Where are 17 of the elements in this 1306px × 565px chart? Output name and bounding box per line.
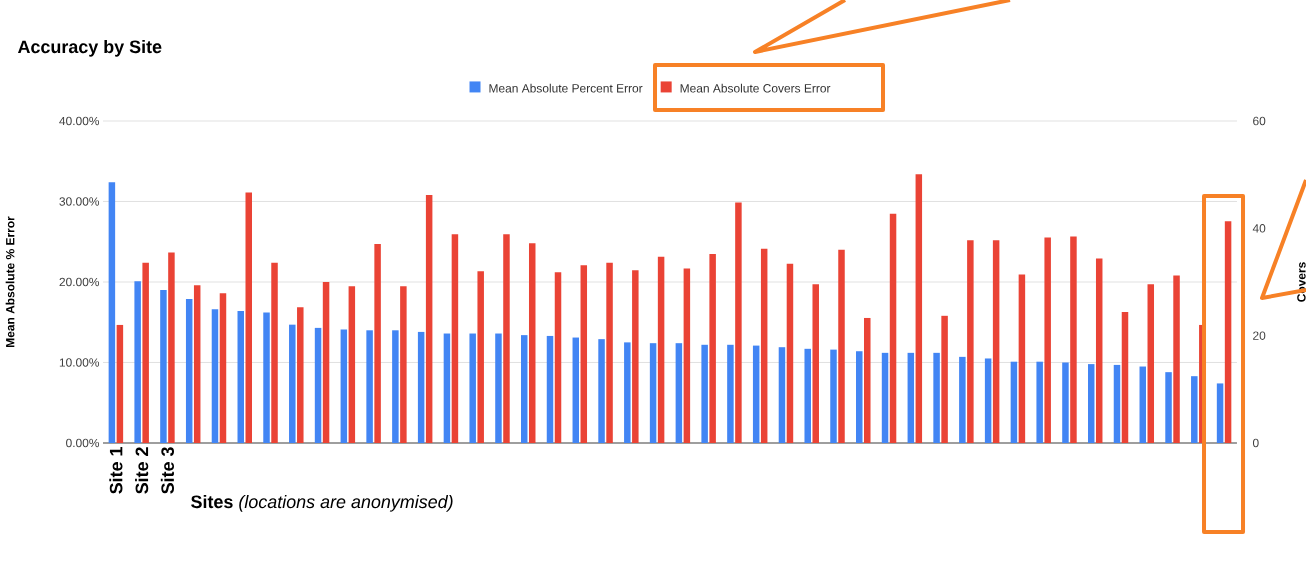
y-tick-label: 40.00% (59, 116, 100, 126)
y-tick-label: 0.00% (66, 438, 100, 448)
y-axis-title: Mean Absolute % Error (5, 216, 15, 347)
x-tick-label: Site 1 (109, 447, 123, 494)
legend-label: Mean Absolute Percent Error (489, 83, 643, 93)
x-tick-label: Site 2 (135, 447, 149, 494)
y-tick-label: 30.00% (59, 197, 100, 206)
y-tick-label: 10.00% (59, 358, 100, 367)
y2-tick-label: 20 (1253, 331, 1266, 340)
y2-tick-label: 60 (1253, 116, 1266, 126)
y2-tick-label: 0 (1252, 438, 1259, 448)
y-tick-label: 20.00% (59, 277, 100, 287)
legend-label: Mean Absolute Covers Error (680, 83, 831, 93)
y2-tick-label: 40 (1252, 224, 1266, 233)
x-tick-label: Site 3 (160, 447, 175, 494)
chart-title: Accuracy by Site (17, 39, 162, 57)
x-axis-title: Sites (locations are anonymised) (191, 495, 453, 512)
